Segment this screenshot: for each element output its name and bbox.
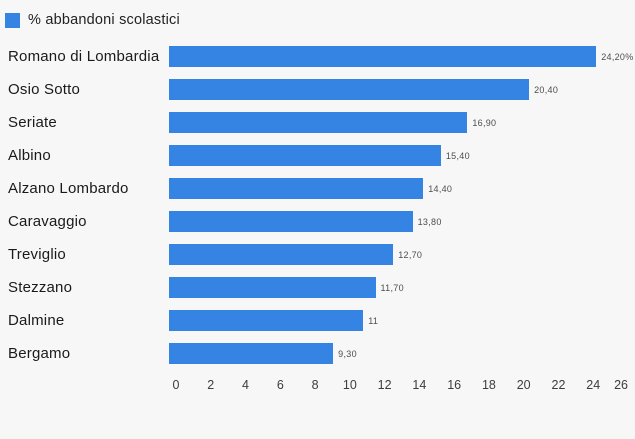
bar-track: 11 bbox=[169, 310, 628, 331]
bar-track: 9,30 bbox=[169, 343, 628, 364]
legend-label: % abbandoni scolastici bbox=[28, 12, 180, 28]
bar-track: 14,40 bbox=[169, 178, 628, 199]
bar-row: Osio Sotto 20,40 bbox=[0, 73, 635, 106]
bar-track: 12,70 bbox=[169, 244, 628, 265]
x-axis-tick: 6 bbox=[276, 378, 284, 392]
bar-track: 16,90 bbox=[169, 112, 628, 133]
category-label: Dalmine bbox=[8, 312, 65, 329]
x-axis-tick: 16 bbox=[447, 378, 462, 392]
bar-row: Caravaggio 13,80 bbox=[0, 205, 635, 238]
x-axis: 0 2 4 6 8 10 12 14 16 18 20 22 24 26 bbox=[172, 378, 628, 398]
bar-row: Romano di Lombardia 24,20% bbox=[0, 40, 635, 73]
value-label: 12,70 bbox=[398, 249, 423, 260]
x-axis-tick: 0 bbox=[172, 378, 180, 392]
bar bbox=[169, 46, 597, 67]
bar bbox=[169, 145, 441, 166]
bar-row: Dalmine 11 bbox=[0, 304, 635, 337]
bar bbox=[169, 79, 530, 100]
bar-track: 24,20% bbox=[169, 46, 633, 67]
bar-row: Bergamo 9,30 bbox=[0, 337, 635, 370]
bar bbox=[169, 277, 376, 298]
bar-row: Alzano Lombardo 14,40 bbox=[0, 172, 635, 205]
bar-track: 11,70 bbox=[169, 277, 628, 298]
bar-row: Treviglio 12,70 bbox=[0, 238, 635, 271]
x-axis-tick: 18 bbox=[481, 378, 496, 392]
bar bbox=[169, 211, 413, 232]
bar-track: 15,40 bbox=[169, 145, 628, 166]
value-label: 16,90 bbox=[472, 117, 497, 128]
bar bbox=[169, 244, 394, 265]
category-label: Seriate bbox=[8, 114, 57, 131]
bar bbox=[169, 343, 334, 364]
value-label: 14,40 bbox=[428, 183, 453, 194]
category-label: Stezzano bbox=[8, 279, 73, 296]
category-label: Caravaggio bbox=[8, 213, 87, 230]
x-axis-tick: 14 bbox=[412, 378, 427, 392]
x-axis-tick: 4 bbox=[242, 378, 250, 392]
bar-row: Seriate 16,90 bbox=[0, 106, 635, 139]
bar-row: Stezzano 11,70 bbox=[0, 271, 635, 304]
bar bbox=[169, 310, 364, 331]
x-axis-tick: 2 bbox=[207, 378, 215, 392]
x-axis-tick: 22 bbox=[551, 378, 566, 392]
x-axis-tick: 8 bbox=[311, 378, 319, 392]
chart-legend: % abbandoni scolastici bbox=[0, 0, 635, 31]
category-label: Treviglio bbox=[8, 246, 66, 263]
x-axis-tick: 10 bbox=[342, 378, 357, 392]
bar bbox=[169, 178, 424, 199]
x-axis-tick: 26 bbox=[614, 378, 628, 392]
bar-row: Albino 15,40 bbox=[0, 139, 635, 172]
x-axis-tick: 24 bbox=[586, 378, 601, 392]
value-label: 15,40 bbox=[445, 150, 470, 161]
category-label: Albino bbox=[8, 147, 51, 164]
x-axis-tick: 20 bbox=[516, 378, 531, 392]
category-label: Alzano Lombardo bbox=[8, 180, 129, 197]
x-axis-tick: 12 bbox=[377, 378, 392, 392]
category-label: Bergamo bbox=[8, 345, 71, 362]
value-label: 24,20% bbox=[601, 51, 634, 62]
value-label: 20,40 bbox=[534, 84, 559, 95]
legend-swatch bbox=[5, 12, 20, 28]
bar-track: 20,40 bbox=[169, 79, 628, 100]
value-label: 9,30 bbox=[338, 348, 357, 359]
value-label: 11,70 bbox=[380, 282, 404, 293]
value-label: 13,80 bbox=[417, 216, 442, 227]
bar bbox=[169, 112, 468, 133]
category-label: Osio Sotto bbox=[8, 81, 81, 98]
value-label: 11 bbox=[368, 315, 379, 326]
category-label: Romano di Lombardia bbox=[8, 48, 160, 65]
bar-track: 13,80 bbox=[169, 211, 628, 232]
bar-rows: Romano di Lombardia 24,20% Osio Sotto 20,40… bbox=[0, 40, 635, 370]
